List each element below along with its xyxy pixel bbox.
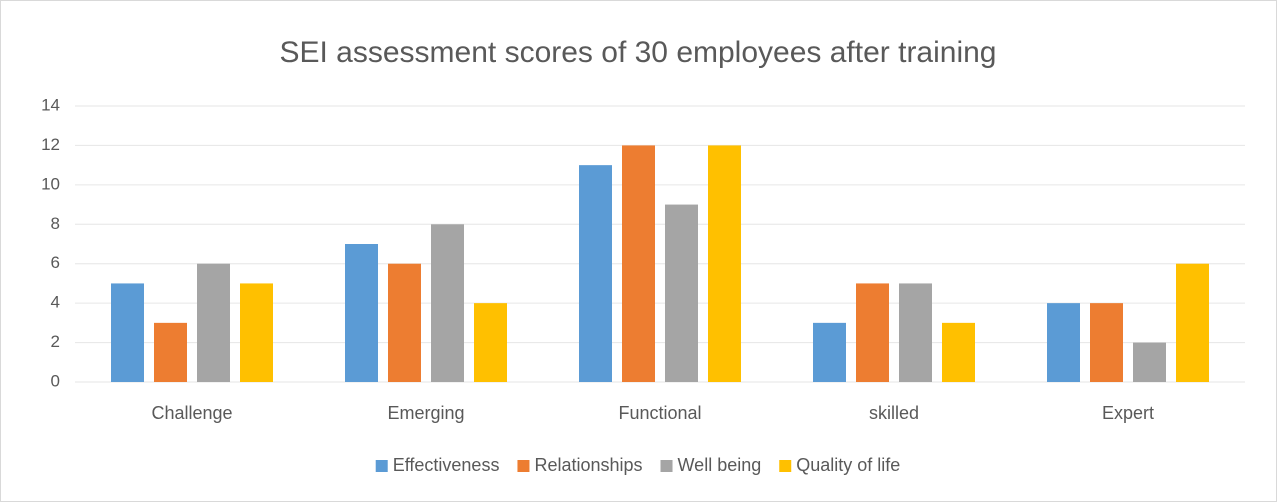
bar [622,145,655,382]
legend-swatch [779,460,792,472]
bar [345,244,378,382]
bar [474,303,507,382]
x-tick-label: Expert [1102,403,1154,423]
bar [899,283,932,382]
bar [388,263,421,382]
bar [240,283,273,382]
x-tick-label: Challenge [151,403,232,423]
y-tick-label: 0 [51,371,60,390]
bar [197,263,230,382]
bar [942,322,975,382]
bar [1090,303,1123,382]
bar [665,204,698,382]
legend-swatch [375,460,388,472]
legend-label: Relationships [534,455,642,475]
y-tick-label: 14 [41,95,60,114]
legend-label: Well being [678,455,762,475]
y-tick-label: 10 [41,174,60,193]
y-tick-label: 6 [51,253,60,272]
y-tick-label: 8 [51,214,60,233]
legend-label: Effectiveness [393,455,500,475]
legend-swatch [660,460,673,472]
legend-label: Quality of life [796,455,900,475]
y-tick-label: 12 [41,135,60,154]
bar [1176,263,1209,382]
chart-title: SEI assessment scores of 30 employees af… [279,36,996,69]
bar [813,322,846,382]
bar [1133,342,1166,382]
bar [154,322,187,382]
x-tick-label: skilled [869,403,919,423]
bar [111,283,144,382]
bar [431,224,464,382]
bar [708,145,741,382]
x-tick-label: Emerging [387,403,464,423]
bar [856,283,889,382]
y-tick-label: 4 [51,293,60,312]
bar [1047,303,1080,382]
x-tick-label: Functional [618,403,701,423]
y-tick-label: 2 [51,332,60,351]
bar [579,165,612,382]
legend-swatch [517,460,530,472]
